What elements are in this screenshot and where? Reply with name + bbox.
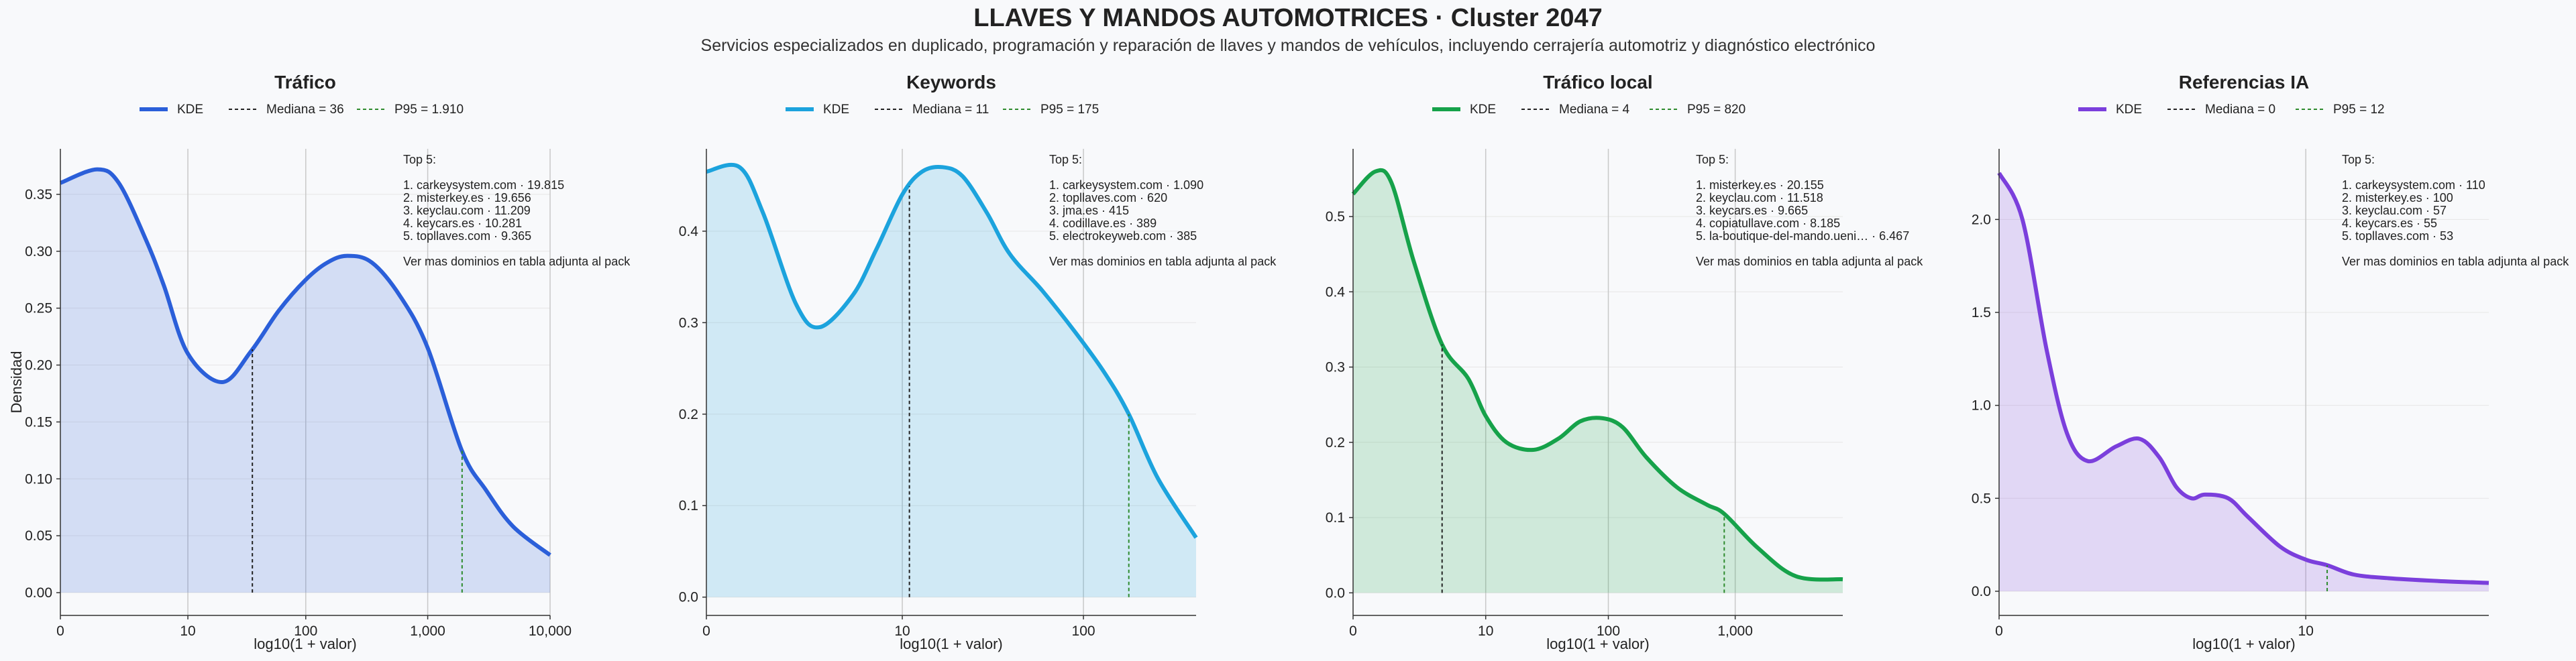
top5-item-1-2: 3. jma.es · 415: [1049, 204, 1129, 217]
panel-title-1: Keywords: [906, 72, 996, 93]
ytick-label-1-1: 0.1: [679, 498, 698, 514]
top5-item-1-1: 2. topllaves.com · 620: [1049, 191, 1167, 204]
legend-kde-label-1: KDE: [823, 103, 849, 117]
xtick-label-2-0: 0: [1349, 623, 1357, 639]
ytick-label-3-0: 0.0: [1972, 584, 1991, 599]
ytick-label-0-1: 0.05: [25, 528, 52, 544]
xtick-label-0-0: 0: [56, 623, 64, 639]
kde-line-0: [59, 167, 551, 557]
top5-item-1-0: 1. carkeysystem.com · 1.090: [1049, 178, 1203, 192]
top5-item-1-3: 4. codillave.es · 389: [1049, 217, 1157, 230]
legend-p95-label-3: P95 = 12: [2333, 103, 2385, 117]
panel-title-3: Referencias IA: [2179, 72, 2310, 93]
xtick-label-0-2: 100: [294, 623, 317, 639]
xtick-label-1-2: 100: [1072, 623, 1095, 639]
ytick-label-2-2: 0.2: [1326, 435, 1345, 450]
top5-more-2: Ver mas dominios en tabla adjunta al pac…: [1696, 255, 1923, 268]
top5-item-0-1: 2. misterkey.es · 19.656: [403, 191, 531, 204]
ytick-label-3-2: 1.0: [1972, 398, 1991, 414]
ytick-label-3-1: 0.5: [1972, 491, 1991, 506]
top5-item-2-2: 3. keycars.es · 9.665: [1696, 204, 1808, 217]
ytick-label-2-1: 0.1: [1326, 510, 1345, 526]
xtick-label-3-1: 10: [2298, 623, 2314, 639]
kde-area-1: [706, 164, 1196, 597]
legend-kde-label-3: KDE: [2116, 103, 2142, 117]
top5-item-2-1: 2. keyclau.com · 11.518: [1696, 191, 1823, 204]
xtick-label-2-3: 1,000: [1717, 623, 1753, 639]
top5-item-2-4: 5. la-boutique-del-mando.ueni… · 6.467: [1696, 229, 1909, 243]
panel-title-2: Tráfico local: [1543, 72, 1652, 93]
kde-line-1: [706, 162, 1198, 539]
xtick-label-2-1: 10: [1478, 623, 1493, 639]
xtick-label-0-1: 10: [180, 623, 195, 639]
xtick-label-2-2: 100: [1597, 623, 1620, 639]
top5-item-3-0: 1. carkeysystem.com · 110: [2342, 178, 2485, 192]
top5-item-2-3: 4. copiatullave.com · 8.185: [1696, 217, 1840, 230]
ytick-label-0-7: 0.35: [25, 187, 52, 202]
ytick-label-0-3: 0.15: [25, 414, 52, 430]
top5-more-1: Ver mas dominios en tabla adjunta al pac…: [1049, 255, 1277, 268]
ytick-label-3-3: 1.5: [1972, 305, 1991, 320]
legend-p95-label-0: P95 = 1.910: [394, 103, 464, 117]
legend-median-label-2: Mediana = 4: [1559, 103, 1630, 117]
kde-area-2: [1353, 170, 1843, 593]
top5-item-0-0: 1. carkeysystem.com · 19.815: [403, 178, 564, 192]
top5-more-0: Ver mas dominios en tabla adjunta al pac…: [403, 255, 631, 268]
xtick-label-1-0: 0: [702, 623, 710, 639]
top5-more-3: Ver mas dominios en tabla adjunta al pac…: [2342, 255, 2569, 268]
ytick-label-1-2: 0.2: [679, 407, 698, 422]
xtick-label-1-1: 10: [894, 623, 910, 639]
xtick-label-3-0: 0: [1995, 623, 2003, 639]
top5-item-3-4: 5. topllaves.com · 53: [2342, 229, 2453, 243]
ytick-label-1-3: 0.3: [679, 315, 698, 330]
panel-title-0: Tráfico: [274, 72, 336, 93]
y-axis-label-0: Densidad: [8, 351, 25, 414]
top5-item-3-3: 4. keycars.es · 55: [2342, 217, 2437, 230]
top5-item-0-2: 3. keyclau.com · 11.209: [403, 204, 531, 217]
top5-item-0-4: 5. topllaves.com · 9.365: [403, 229, 531, 243]
ytick-label-0-2: 0.10: [25, 471, 52, 487]
figure-title: LLAVES Y MANDOS AUTOMOTRICES · Cluster 2…: [973, 4, 1603, 32]
ytick-label-1-0: 0.0: [679, 590, 698, 605]
ytick-label-0-5: 0.25: [25, 301, 52, 316]
figure-subtitle: Servicios especializados en duplicado, p…: [700, 36, 1876, 55]
legend-p95-label-1: P95 = 175: [1040, 103, 1099, 117]
ytick-label-0-0: 0.00: [25, 585, 52, 601]
ytick-label-2-4: 0.4: [1326, 284, 1346, 300]
x-axis-label-0: log10(1 + valor): [254, 636, 356, 652]
top5-header-1: Top 5:: [1049, 153, 1082, 166]
top5-item-1-4: 5. electrokeyweb.com · 385: [1049, 229, 1197, 243]
kde-area-3: [1999, 173, 2489, 591]
xtick-label-0-4: 10,000: [529, 623, 572, 639]
ytick-label-0-6: 0.30: [25, 244, 52, 259]
kde-area-0: [60, 169, 550, 593]
top5-header-3: Top 5:: [2342, 153, 2375, 166]
legend-median-label-1: Mediana = 11: [912, 103, 989, 117]
ytick-label-2-3: 0.3: [1326, 360, 1345, 375]
top5-header-2: Top 5:: [1696, 153, 1729, 166]
legend-median-label-0: Mediana = 36: [266, 103, 344, 117]
kde-line-3: [1997, 172, 2489, 585]
legend-kde-label-0: KDE: [177, 103, 203, 117]
legend-p95-label-2: P95 = 820: [1687, 103, 1746, 117]
x-axis-label-3: log10(1 + valor): [2192, 636, 2295, 652]
xtick-label-0-3: 1,000: [410, 623, 445, 639]
top5-item-0-3: 4. keycars.es · 10.281: [403, 217, 522, 230]
ytick-label-3-4: 2.0: [1972, 212, 1991, 227]
legend-kde-label-2: KDE: [1470, 103, 1496, 117]
top5-item-2-0: 1. misterkey.es · 20.155: [1696, 178, 1824, 192]
top5-header-0: Top 5:: [403, 153, 436, 166]
top5-item-3-2: 3. keyclau.com · 57: [2342, 204, 2447, 217]
x-axis-label-2: log10(1 + valor): [1546, 636, 1649, 652]
x-axis-label-1: log10(1 + valor): [900, 636, 1002, 652]
ytick-label-1-4: 0.4: [679, 224, 699, 239]
top5-item-3-1: 2. misterkey.es · 100: [2342, 191, 2453, 204]
ytick-label-2-0: 0.0: [1326, 585, 1345, 601]
legend-median-label-3: Mediana = 0: [2205, 103, 2275, 117]
ytick-label-2-5: 0.5: [1326, 209, 1345, 225]
ytick-label-0-4: 0.20: [25, 358, 52, 373]
